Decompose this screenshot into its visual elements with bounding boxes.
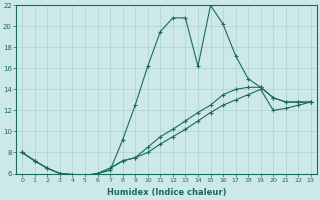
X-axis label: Humidex (Indice chaleur): Humidex (Indice chaleur) (107, 188, 226, 197)
